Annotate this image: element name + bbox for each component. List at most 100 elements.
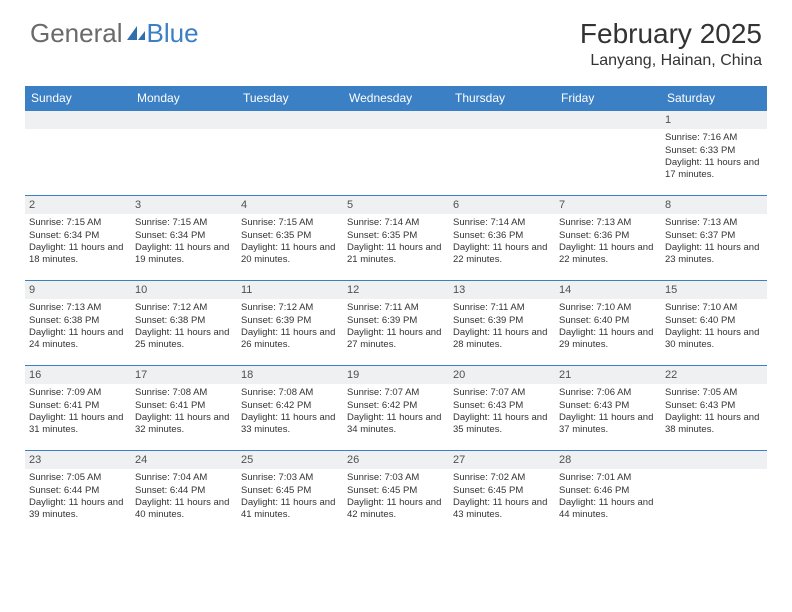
location: Lanyang, Hainan, China [580,52,762,70]
day-details: Sunrise: 7:10 AMSunset: 6:40 PMDaylight:… [665,302,763,351]
day-number: 18 [237,366,343,384]
day-number: 26 [343,451,449,469]
day-cell: 9 Sunrise: 7:13 AMSunset: 6:38 PMDaylight… [25,281,131,365]
day-details: Sunrise: 7:13 AMSunset: 6:37 PMDaylight:… [665,217,763,266]
day-cell: 28 Sunrise: 7:01 AMSunset: 6:46 PMDayligh… [555,451,661,535]
weekday-sun: Sunday [25,86,131,110]
day-details: Sunrise: 7:14 AMSunset: 6:35 PMDaylight:… [347,217,445,266]
day-details: Sunrise: 7:16 AMSunset: 6:33 PMDaylight:… [665,132,763,181]
day-cell: 15Sunrise: 7:10 AMSunset: 6:40 PMDayligh… [661,281,767,365]
day-details: Sunrise: 7:05 AMSunset: 6:43 PMDaylight:… [665,387,763,436]
day-cell: 16 Sunrise: 7:09 AMSunset: 6:41 PMDayligh… [25,366,131,450]
day-number [25,111,131,129]
day-cell: 21 Sunrise: 7:06 AMSunset: 6:43 PMDayligh… [555,366,661,450]
logo-text-b: Blue [147,18,199,49]
calendar: Sunday Monday Tuesday Wednesday Thursday… [25,86,767,535]
day-cell: 23Sunrise: 7:05 AMSunset: 6:44 PMDayligh… [25,451,131,535]
day-number: 22 [661,366,767,384]
day-details: Sunrise: 7:03 AMSunset: 6:45 PMDaylight:… [241,472,339,521]
day-number [131,111,237,129]
day-number: 16 [25,366,131,384]
day-cell: 7 Sunrise: 7:13 AMSunset: 6:36 PMDaylight… [555,196,661,280]
day-details: Sunrise: 7:02 AMSunset: 6:45 PMDaylight:… [453,472,551,521]
weekday-mon: Monday [131,86,237,110]
logo: General Blue [30,18,199,49]
day-cell: 3 Sunrise: 7:15 AMSunset: 6:34 PMDaylight… [131,196,237,280]
day-details: Sunrise: 7:07 AMSunset: 6:42 PMDaylight:… [347,387,445,436]
day-details: Sunrise: 7:08 AMSunset: 6:41 PMDaylight:… [135,387,233,436]
page-header: General Blue February 2025 Lanyang, Hain… [0,0,792,78]
week-row: 16 Sunrise: 7:09 AMSunset: 6:41 PMDayligh… [25,365,767,450]
day-details: Sunrise: 7:13 AMSunset: 6:36 PMDaylight:… [559,217,657,266]
day-number [237,111,343,129]
day-cell: 1 Sunrise: 7:16 AMSunset: 6:33 PMDaylight… [661,111,767,195]
day-details: Sunrise: 7:15 AMSunset: 6:34 PMDaylight:… [29,217,127,266]
day-number: 28 [555,451,661,469]
day-number: 14 [555,281,661,299]
day-number [343,111,449,129]
day-cell: 13Sunrise: 7:11 AMSunset: 6:39 PMDayligh… [449,281,555,365]
day-cell: 5 Sunrise: 7:14 AMSunset: 6:35 PMDaylight… [343,196,449,280]
day-number [661,451,767,469]
day-details: Sunrise: 7:12 AMSunset: 6:39 PMDaylight:… [241,302,339,351]
logo-text-a: General [30,18,123,49]
day-details: Sunrise: 7:01 AMSunset: 6:46 PMDaylight:… [559,472,657,521]
week-row: 1 Sunrise: 7:16 AMSunset: 6:33 PMDaylight… [25,110,767,195]
day-number: 1 [661,111,767,129]
day-details: Sunrise: 7:06 AMSunset: 6:43 PMDaylight:… [559,387,657,436]
day-cell: 27 Sunrise: 7:02 AMSunset: 6:45 PMDayligh… [449,451,555,535]
title-area: February 2025 Lanyang, Hainan, China [580,18,762,70]
day-cell: 12Sunrise: 7:11 AMSunset: 6:39 PMDayligh… [343,281,449,365]
day-number: 2 [25,196,131,214]
day-cell: 24Sunrise: 7:04 AMSunset: 6:44 PMDayligh… [131,451,237,535]
day-number [555,111,661,129]
day-details: Sunrise: 7:08 AMSunset: 6:42 PMDaylight:… [241,387,339,436]
day-number: 5 [343,196,449,214]
day-cell: 10Sunrise: 7:12 AMSunset: 6:38 PMDayligh… [131,281,237,365]
day-number: 17 [131,366,237,384]
day-cell: 17 Sunrise: 7:08 AMSunset: 6:41 PMDayligh… [131,366,237,450]
day-details: Sunrise: 7:04 AMSunset: 6:44 PMDaylight:… [135,472,233,521]
weekday-header: Sunday Monday Tuesday Wednesday Thursday… [25,86,767,110]
weekday-fri: Friday [555,86,661,110]
day-cell: 20Sunrise: 7:07 AMSunset: 6:43 PMDayligh… [449,366,555,450]
day-number: 7 [555,196,661,214]
weekday-sat: Saturday [661,86,767,110]
month-title: February 2025 [580,18,762,50]
day-details: Sunrise: 7:03 AMSunset: 6:45 PMDaylight:… [347,472,445,521]
day-cell: 25 Sunrise: 7:03 AMSunset: 6:45 PMDayligh… [237,451,343,535]
week-row: 23Sunrise: 7:05 AMSunset: 6:44 PMDayligh… [25,450,767,535]
day-cell [661,451,767,535]
day-details: Sunrise: 7:05 AMSunset: 6:44 PMDaylight:… [29,472,127,521]
day-number [449,111,555,129]
day-details: Sunrise: 7:15 AMSunset: 6:34 PMDaylight:… [135,217,233,266]
day-cell: 19 Sunrise: 7:07 AMSunset: 6:42 PMDayligh… [343,366,449,450]
day-cell: 2 Sunrise: 7:15 AMSunset: 6:34 PMDaylight… [25,196,131,280]
day-number: 3 [131,196,237,214]
day-number: 20 [449,366,555,384]
day-number: 8 [661,196,767,214]
day-details: Sunrise: 7:09 AMSunset: 6:41 PMDaylight:… [29,387,127,436]
day-number: 4 [237,196,343,214]
day-details: Sunrise: 7:14 AMSunset: 6:36 PMDaylight:… [453,217,551,266]
day-details: Sunrise: 7:11 AMSunset: 6:39 PMDaylight:… [347,302,445,351]
day-number: 25 [237,451,343,469]
day-cell: 11Sunrise: 7:12 AMSunset: 6:39 PMDayligh… [237,281,343,365]
day-cell [131,111,237,195]
day-cell [25,111,131,195]
day-number: 10 [131,281,237,299]
day-number: 27 [449,451,555,469]
day-number: 19 [343,366,449,384]
day-cell [555,111,661,195]
day-number: 21 [555,366,661,384]
weekday-wed: Wednesday [343,86,449,110]
day-number: 9 [25,281,131,299]
weekday-tue: Tuesday [237,86,343,110]
day-cell: 18 Sunrise: 7:08 AMSunset: 6:42 PMDayligh… [237,366,343,450]
day-number: 6 [449,196,555,214]
day-details: Sunrise: 7:15 AMSunset: 6:35 PMDaylight:… [241,217,339,266]
weeks-container: 1 Sunrise: 7:16 AMSunset: 6:33 PMDaylight… [25,110,767,535]
day-details: Sunrise: 7:11 AMSunset: 6:39 PMDaylight:… [453,302,551,351]
day-details: Sunrise: 7:13 AMSunset: 6:38 PMDaylight:… [29,302,127,351]
day-cell: 8 Sunrise: 7:13 AMSunset: 6:37 PMDaylight… [661,196,767,280]
